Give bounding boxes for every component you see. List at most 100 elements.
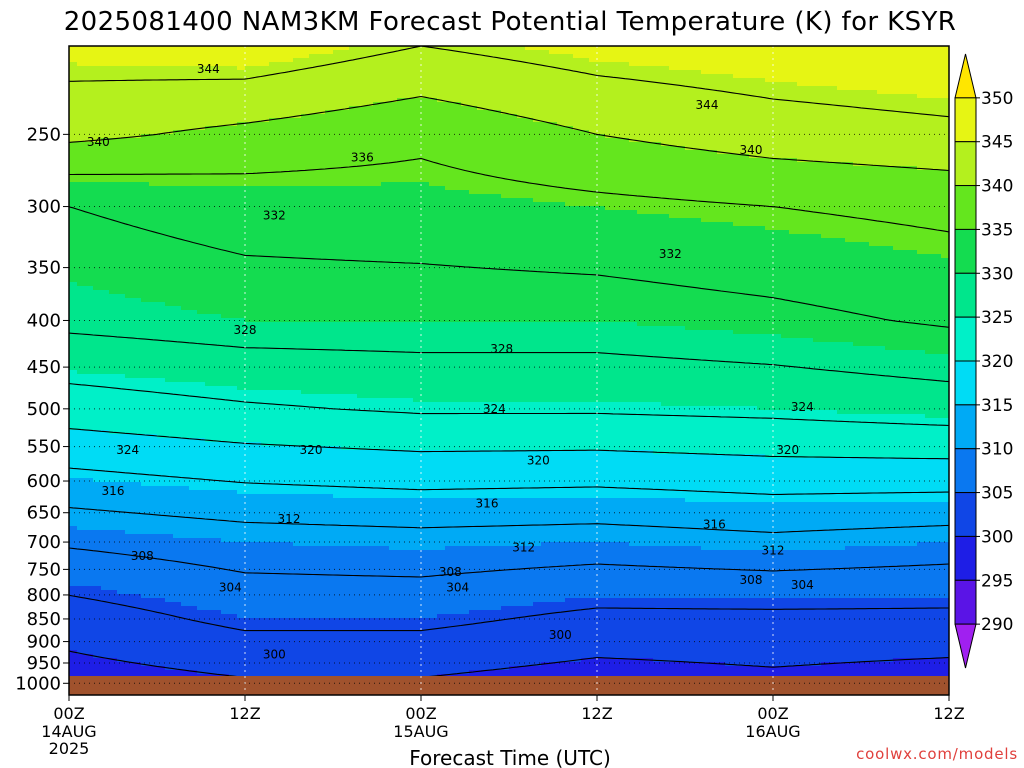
heat-cell <box>373 74 382 79</box>
heat-cell <box>77 70 86 75</box>
heat-cell <box>741 206 750 211</box>
heat-cell <box>629 146 638 151</box>
heat-cell <box>701 166 710 171</box>
heat-cell <box>413 90 422 95</box>
heat-cell <box>69 122 78 127</box>
heat-cell <box>901 122 910 127</box>
heat-cell <box>469 74 478 79</box>
heat-cell <box>517 178 526 183</box>
heat-cell <box>277 66 286 71</box>
heat-cell <box>509 54 518 59</box>
heat-cell <box>69 150 78 155</box>
heat-cell <box>301 202 310 207</box>
heat-cell <box>93 158 102 163</box>
heat-cell <box>669 86 678 91</box>
heat-cell <box>429 170 438 175</box>
heat-cell <box>725 138 734 143</box>
heat-cell <box>813 86 822 91</box>
heat-cell <box>829 210 838 215</box>
heat-cell <box>685 214 694 219</box>
heat-cell <box>309 158 318 163</box>
heat-cell <box>365 154 374 159</box>
heat-cell <box>333 82 342 87</box>
heat-cell <box>485 150 494 155</box>
heat-cell <box>653 146 662 151</box>
heat-cell <box>645 62 654 67</box>
heat-cell <box>413 122 422 127</box>
heat-cell <box>69 70 78 75</box>
heat-cell <box>381 62 390 67</box>
heat-cell <box>885 66 894 71</box>
heat-cell <box>717 182 726 187</box>
heat-cell <box>765 206 774 211</box>
heat-cell <box>517 214 526 219</box>
heat-cell <box>797 82 806 87</box>
heat-cell <box>709 146 718 151</box>
heat-cell <box>789 74 798 79</box>
heat-cell <box>237 46 246 51</box>
heat-cell <box>301 150 310 155</box>
heat-cell <box>893 162 902 167</box>
heat-cell <box>261 198 270 203</box>
heat-cell <box>909 130 918 135</box>
heat-cell <box>877 126 886 131</box>
heat-cell <box>517 134 526 139</box>
heat-cell <box>749 214 758 219</box>
heat-cell <box>909 190 918 195</box>
heat-cell <box>85 166 94 171</box>
heat-cell <box>861 118 870 123</box>
heat-cell <box>181 174 190 179</box>
heat-cell <box>229 74 238 79</box>
heat-cell <box>213 62 222 67</box>
heat-cell <box>869 146 878 151</box>
heat-cell <box>917 114 926 119</box>
heat-cell <box>701 186 710 191</box>
heat-cell <box>341 126 350 131</box>
heat-cell <box>157 94 166 99</box>
heat-cell <box>445 190 454 195</box>
heat-cell <box>693 174 702 179</box>
heat-cell <box>685 150 694 155</box>
heat-cell <box>165 154 174 159</box>
heat-cell <box>69 142 78 147</box>
heat-cell <box>109 62 118 67</box>
heat-cell <box>533 162 542 167</box>
heat-cell <box>885 74 894 79</box>
heat-cell <box>253 98 262 103</box>
heat-cell <box>373 58 382 63</box>
heat-cell <box>405 194 414 199</box>
heat-cell <box>77 150 86 155</box>
heat-cell <box>421 142 430 147</box>
heat-cell <box>941 138 949 143</box>
heat-cell <box>853 66 862 71</box>
heat-cell <box>269 142 278 147</box>
heat-cell <box>733 174 742 179</box>
heat-cell <box>509 62 518 67</box>
heat-cell <box>933 186 942 191</box>
heat-cell <box>117 174 126 179</box>
heat-cell <box>725 202 734 207</box>
heat-cell <box>365 138 374 143</box>
heat-cell <box>909 74 918 79</box>
heat-cell <box>381 166 390 171</box>
heat-cell <box>485 214 494 219</box>
heat-cell <box>253 118 262 123</box>
heat-cell <box>357 198 366 203</box>
heat-cell <box>165 50 174 55</box>
heat-cell <box>813 218 822 223</box>
heat-cell <box>621 110 630 115</box>
heat-cell <box>573 54 582 59</box>
heat-cell <box>213 182 222 187</box>
heat-cell <box>389 118 398 123</box>
heat-cell <box>637 90 646 95</box>
heat-cell <box>669 102 678 107</box>
heat-cell <box>733 54 742 59</box>
heat-cell <box>573 166 582 171</box>
heat-cell <box>213 222 222 227</box>
heat-cell <box>221 66 230 71</box>
heat-cell <box>277 218 286 223</box>
heat-cell <box>877 134 886 139</box>
heat-cell <box>221 138 230 143</box>
heat-cell <box>93 186 102 191</box>
heat-cell <box>781 58 790 63</box>
